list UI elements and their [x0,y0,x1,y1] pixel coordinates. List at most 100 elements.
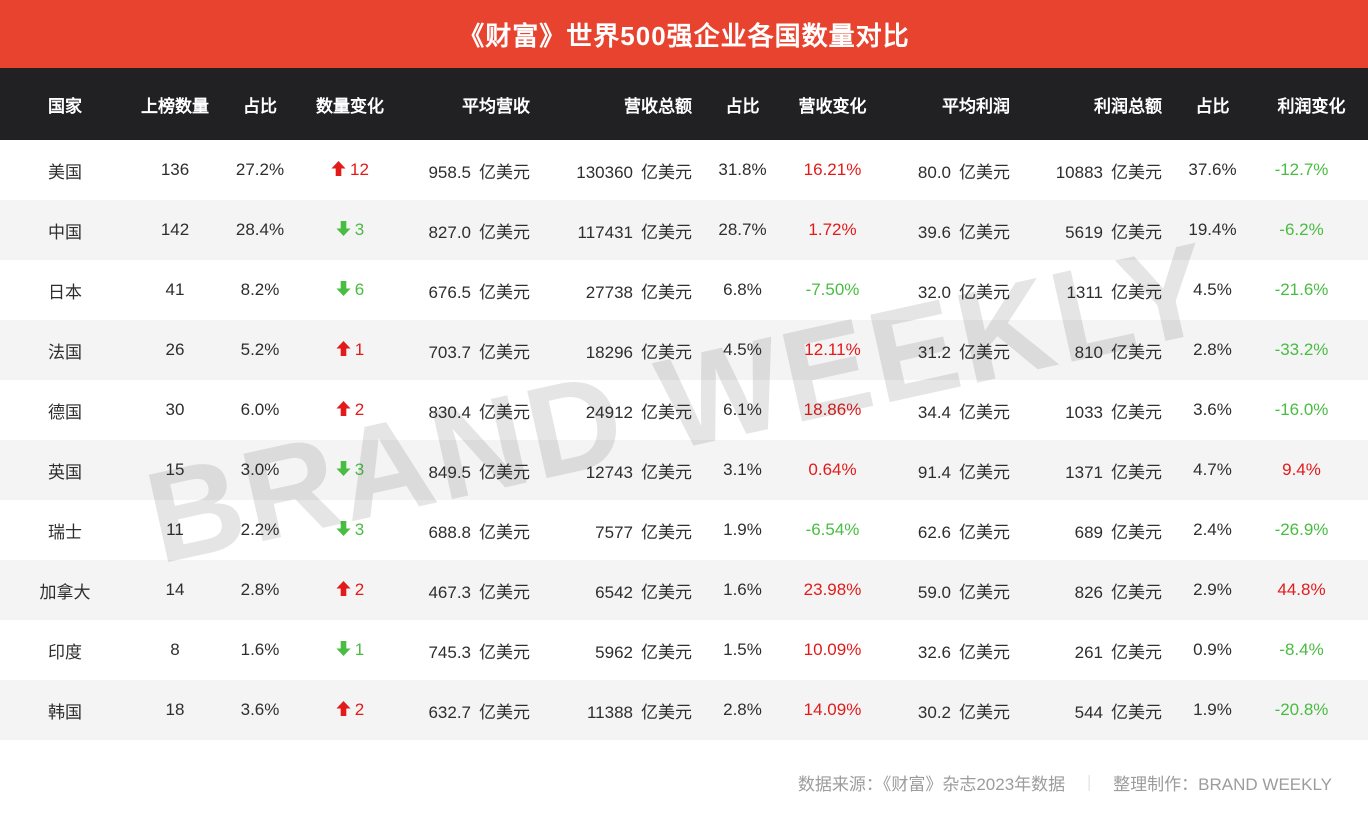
cell-m10: 1033 亿美元 [1065,402,1162,422]
column-header-total-profit: 利润总额 [1020,68,1170,140]
cell-m5: 676.5 亿美元 [428,282,530,302]
cell-profit-change: -16.0% [1274,400,1329,419]
cell-m10: 1371 亿美元 [1065,462,1162,482]
cell-profit-change: 9.4% [1282,460,1321,479]
cell-revenue-change: 1.72% [808,220,857,239]
cell-profit-change: -26.9% [1274,520,1329,539]
unit-label: 亿美元 [959,282,1010,302]
cell-m5: 849.5 亿美元 [428,462,530,482]
cell-m10: 544 亿美元 [1074,702,1162,722]
footer-divider: ｜ [1081,776,1098,793]
count-change-value: 1 [354,339,365,359]
unit-label: 亿美元 [479,462,530,482]
unit-label: 亿美元 [959,342,1010,362]
cell-country: 德国 [48,402,82,422]
cell-revenue-change: 0.64% [808,460,857,479]
cell-profit-change: -20.8% [1274,700,1329,719]
table-body: 美国 136 27.2% 12 958.5 亿美元 130360 亿美元 31.8% 16.21%… [0,140,1368,740]
comparison-table: 国家 上榜数量 占比 数量变化 平均营收 营收总额 占比 营收变化 平均利润 利… [0,68,1368,740]
cell-m5: 830.4 亿美元 [428,402,530,422]
cell-revenue-change: 12.11% [804,340,861,359]
cell-count: 18 [165,700,185,719]
cell-count: 8 [170,640,180,659]
unit-label: 亿美元 [959,222,1010,242]
count-change-value: 3 [354,519,365,539]
cell-m6: 130360 亿美元 [576,162,692,182]
up-arrow-icon [336,700,351,721]
column-header-revenue-share: 占比 [700,68,785,140]
cell-count: 41 [165,280,185,299]
column-header-country: 国家 [0,68,130,140]
unit-label: 亿美元 [1111,282,1162,302]
count-change-value: 2 [354,399,365,419]
cell-count-change: 1 [300,320,400,380]
cell-m9: 34.4 亿美元 [917,402,1010,422]
down-arrow-icon [336,280,351,301]
data-source-text: 数据来源：《财富》杂志2023年数据 [797,774,1066,794]
cell-revenue-change: -6.54% [805,520,860,539]
cell-count-share: 2.2% [240,520,280,539]
unit-label: 亿美元 [1111,402,1162,422]
count-change-value: 2 [354,579,365,599]
cell-revenue-share: 1.9% [723,520,762,539]
unit-label: 亿美元 [641,522,692,542]
cell-m10: 10883 亿美元 [1055,162,1162,182]
column-header-profit-change: 利润变化 [1255,68,1368,140]
cell-profit-share: 4.5% [1193,280,1232,299]
cell-country: 韩国 [48,702,82,722]
cell-profit-share: 2.4% [1193,520,1232,539]
cell-count-change: 2 [300,560,400,620]
cell-m5: 632.7 亿美元 [428,702,530,722]
unit-label: 亿美元 [959,582,1010,602]
unit-label: 亿美元 [959,702,1010,722]
cell-profit-share: 2.8% [1193,340,1232,359]
cell-m6: 117431 亿美元 [577,222,692,242]
cell-count-share: 27.2% [235,160,285,179]
column-header-total-revenue: 营收总额 [540,68,700,140]
cell-m6: 27738 亿美元 [585,282,692,302]
cell-count: 11 [166,520,184,539]
unit-label: 亿美元 [641,642,692,662]
count-change-value: 6 [354,279,365,299]
cell-m9: 31.2 亿美元 [917,342,1010,362]
unit-label: 亿美元 [479,402,530,422]
unit-label: 亿美元 [641,282,692,302]
cell-count-change: 12 [300,140,400,200]
cell-m6: 18296 亿美元 [585,342,692,362]
cell-country: 瑞士 [48,522,82,542]
cell-count-share: 3.6% [240,700,280,719]
cell-profit-share: 1.9% [1193,700,1232,719]
cell-country: 日本 [48,282,82,302]
cell-revenue-share: 6.1% [723,400,762,419]
down-arrow-icon [336,520,351,541]
down-arrow-icon [336,460,351,481]
cell-count: 14 [165,580,185,599]
cell-m5: 958.5 亿美元 [428,162,530,182]
title-banner: 《财富》世界500强企业各国数量对比 [0,0,1368,68]
unit-label: 亿美元 [479,282,530,302]
cell-country: 美国 [48,162,82,182]
cell-m9: 59.0 亿美元 [917,582,1010,602]
unit-label: 亿美元 [1111,642,1162,662]
cell-count: 136 [160,160,190,179]
unit-label: 亿美元 [1111,462,1162,482]
unit-label: 亿美元 [1111,342,1162,362]
cell-profit-share: 0.9% [1193,640,1232,659]
cell-count-share: 2.8% [240,580,280,599]
unit-label: 亿美元 [479,222,530,242]
table-header: 国家 上榜数量 占比 数量变化 平均营收 营收总额 占比 营收变化 平均利润 利… [0,68,1368,140]
table-row: 加拿大 14 2.8% 2 467.3 亿美元 6542 亿美元 1.6% 23.98% 59.0 亿… [0,560,1368,620]
unit-label: 亿美元 [641,582,692,602]
footer: 数据来源：《财富》杂志2023年数据 ｜ 整理制作：BRAND WEEKLY [0,740,1368,824]
cell-country: 法国 [48,342,82,362]
cell-count-change: 3 [300,440,400,500]
unit-label: 亿美元 [1111,222,1162,242]
cell-revenue-change: 10.09% [803,640,862,659]
column-header-count: 上榜数量 [130,68,220,140]
cell-m9: 30.2 亿美元 [917,702,1010,722]
cell-m5: 688.8 亿美元 [428,522,530,542]
cell-count: 26 [165,340,185,359]
cell-count-share: 8.2% [240,280,280,299]
unit-label: 亿美元 [959,462,1010,482]
cell-count-change: 2 [300,680,400,740]
